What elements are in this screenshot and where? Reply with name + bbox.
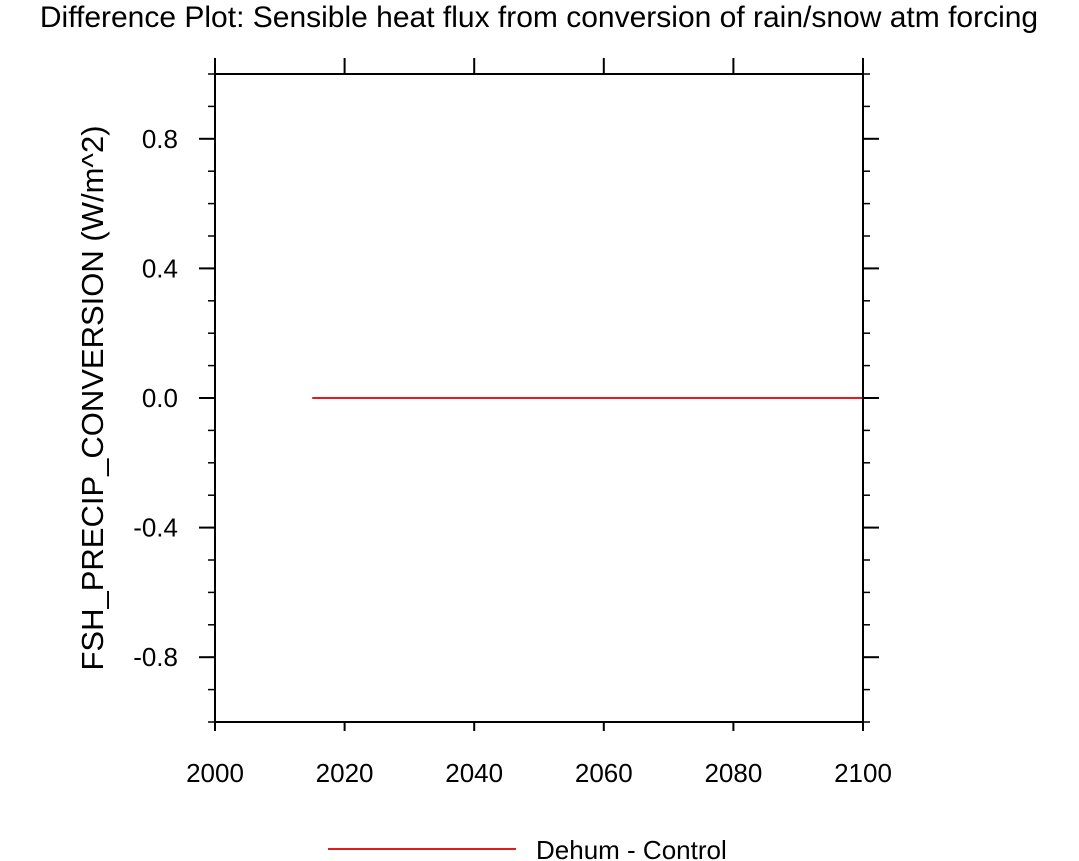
- ticks-layer: [199, 58, 879, 731]
- y-axis-label: FSH_PRECIP_CONVERSION (W/m^2): [75, 125, 110, 670]
- plot-frame: [214, 73, 864, 723]
- x-tick-label: 2060: [575, 758, 633, 788]
- tick-labels-layer: 2000 2020 2040 2060 2080 2100 0.8 0.4 0.0 -0.4 -0.…: [133, 124, 892, 788]
- legend-label: Dehum - Control: [536, 835, 727, 861]
- y-tick-label: 0.0: [142, 383, 178, 413]
- chart-title: Difference Plot: Sensible heat flux from…: [40, 1, 1038, 34]
- x-tick-label: 2100: [834, 758, 892, 788]
- y-tick-label: 0.8: [142, 124, 178, 154]
- x-tick-label: 2000: [186, 758, 244, 788]
- x-tick-label: 2020: [316, 758, 374, 788]
- legend: Dehum - Control: [328, 835, 727, 861]
- y-tick-label: -0.4: [133, 513, 178, 543]
- x-tick-label: 2040: [445, 758, 503, 788]
- y-tick-label: 0.4: [142, 253, 178, 283]
- y-tick-label: -0.8: [133, 642, 178, 672]
- x-tick-label: 2080: [704, 758, 762, 788]
